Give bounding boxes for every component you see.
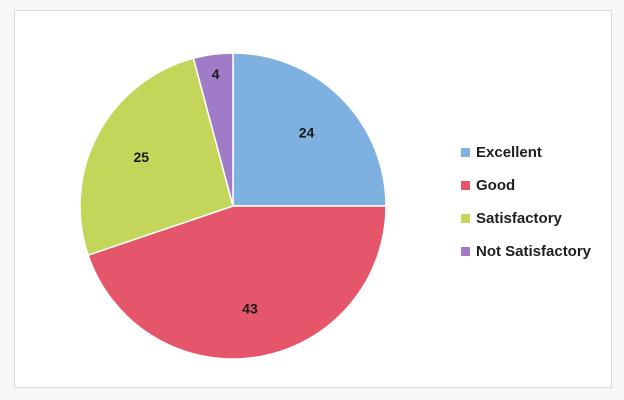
pie-slice-good [87, 205, 387, 360]
pie-slice-excellent [232, 52, 387, 207]
legend-swatch-icon [461, 180, 470, 190]
chart-area: 24 43 25 4 Excellent Good Satisfactory Not Sat… [14, 10, 612, 388]
legend-item-satisfactory: Satisfactory [461, 209, 591, 227]
pie-slice-not-satisfactory [192, 52, 234, 207]
legend-item-excellent: Excellent [461, 143, 591, 161]
data-label-excellent: 24 [299, 124, 315, 140]
data-label-satisfactory: 25 [133, 149, 149, 165]
legend-swatch-icon [461, 246, 470, 256]
legend-swatch-icon [461, 213, 470, 223]
legend-item-good: Good [461, 176, 591, 194]
data-label-not-satisfactory: 4 [212, 66, 220, 82]
legend-item-not-satisfactory: Not Satisfactory [461, 242, 591, 260]
legend-label: Good [476, 176, 516, 194]
pie-chart: 24 43 25 4 [79, 52, 387, 360]
legend: Excellent Good Satisfactory Not Satisfactor… [461, 143, 591, 275]
legend-label: Not Satisfactory [476, 242, 592, 260]
legend-label: Excellent [476, 143, 542, 161]
legend-swatch-icon [461, 147, 470, 157]
data-label-good: 43 [242, 301, 258, 317]
legend-label: Satisfactory [476, 209, 562, 227]
pie-slice-satisfactory [79, 57, 234, 257]
